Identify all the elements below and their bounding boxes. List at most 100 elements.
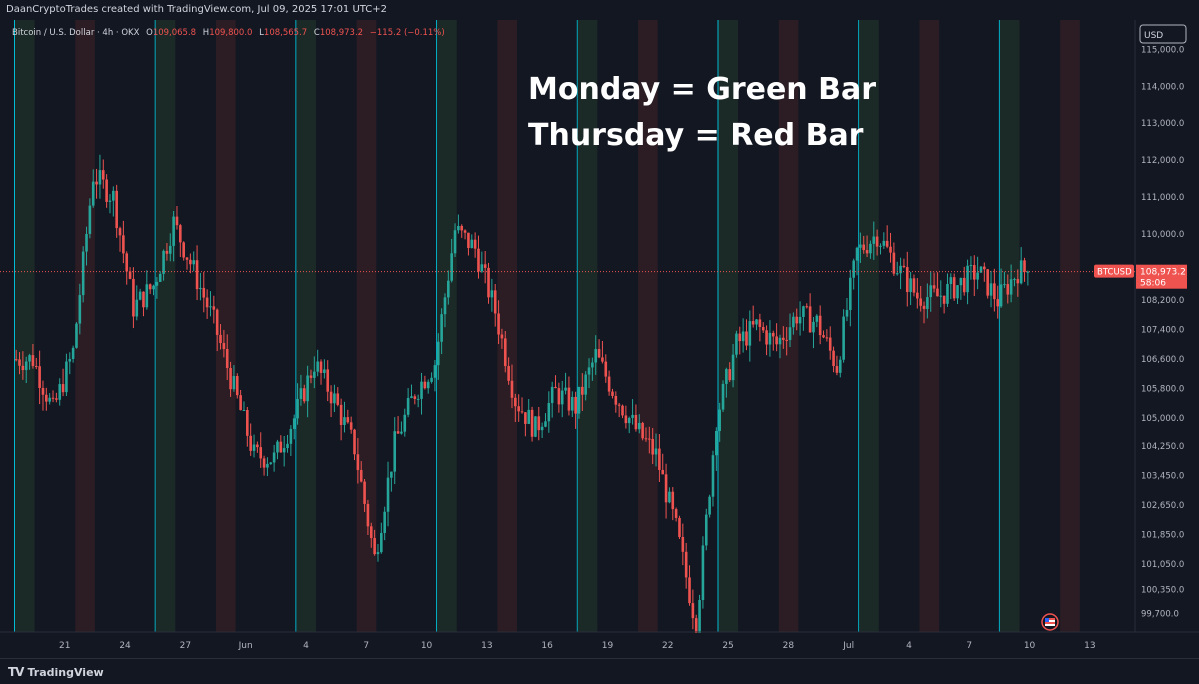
tradingview-logo[interactable]: TV TradingView [8, 665, 104, 679]
candle-down [875, 236, 879, 247]
candle-up [155, 281, 159, 286]
price-tick-label: 105,800.0 [1141, 385, 1184, 395]
candle-down [302, 388, 306, 402]
monday-band [296, 20, 316, 632]
candle-up [400, 431, 403, 434]
candle-up [949, 277, 953, 285]
candle-down [205, 297, 209, 308]
candle-down [493, 290, 497, 314]
legend-open: 109,065.8 [153, 28, 196, 38]
candle-down [661, 469, 665, 475]
candle-down [500, 334, 504, 339]
candle-down [225, 349, 229, 368]
candle-down [530, 409, 534, 437]
candle-up [172, 216, 175, 246]
candle-down [353, 429, 356, 455]
candle-up [768, 332, 772, 345]
candle-up [527, 409, 531, 424]
candle-down [256, 444, 259, 448]
time-tick-label: 28 [783, 641, 795, 651]
candle-down [249, 435, 252, 451]
price-chart[interactable]: Bitcoin / U.S. Dollar · 4h · OKX O109,06… [0, 20, 1199, 658]
candle-up [490, 290, 494, 298]
thursday-band [919, 20, 940, 632]
candle-up [966, 265, 969, 293]
candle-down [366, 503, 370, 527]
candle-up [859, 244, 862, 248]
candle-up [1013, 279, 1016, 281]
candle-down [235, 376, 239, 396]
candle-down [825, 337, 829, 339]
candle-up [406, 397, 410, 415]
monday-band [859, 20, 879, 632]
candle-up [654, 448, 658, 455]
candle-down [782, 337, 785, 340]
candle-down [611, 391, 614, 396]
candle-up [138, 291, 142, 300]
candle-down [61, 384, 65, 393]
candle-up [68, 358, 72, 362]
candle-up [323, 369, 326, 373]
price-tick-label: 105,000.0 [1141, 414, 1184, 424]
candle-up [78, 295, 82, 324]
candle-down [369, 526, 373, 539]
candle-up [65, 361, 68, 393]
candle-up [547, 403, 551, 422]
monday-band [15, 20, 35, 632]
candle-up [433, 365, 437, 378]
candle-down [885, 240, 889, 247]
time-tick-label: 22 [662, 641, 673, 651]
candle-up [872, 236, 876, 244]
candle-up [91, 181, 95, 206]
candle-down [219, 334, 222, 344]
legend-h-label: H [203, 28, 209, 38]
candle-down [222, 343, 226, 350]
currency-button[interactable] [1139, 24, 1187, 44]
candle-up [199, 287, 202, 290]
candle-down [537, 416, 541, 431]
currency-label: USD [1144, 31, 1163, 41]
candle-up [450, 253, 453, 281]
candle-up [895, 273, 899, 275]
candle-up [577, 386, 581, 414]
price-tick-label: 113,000.0 [1141, 119, 1184, 129]
candle-up [929, 285, 933, 298]
time-tick-label: Jun [238, 641, 253, 651]
candle-up [792, 316, 795, 328]
candle-up [778, 337, 782, 345]
candle-up [668, 491, 671, 503]
us-flag-event-icon[interactable] [1041, 613, 1059, 631]
candle-down [514, 397, 517, 407]
candle-up [85, 233, 88, 252]
legend-c-label: C [314, 28, 320, 38]
candle-down [651, 438, 654, 455]
candle-down [818, 315, 822, 336]
candle-up [416, 398, 420, 400]
candle-up [108, 200, 112, 202]
time-axis[interactable] [0, 633, 1135, 658]
candle-down [467, 232, 470, 249]
price-tick-label: 100,350.0 [1141, 586, 1184, 596]
candle-up [447, 280, 450, 298]
candle-down [604, 361, 608, 377]
candle-up [544, 421, 547, 427]
candle-up [276, 441, 279, 453]
candle-down [179, 225, 182, 243]
price-axis[interactable] [1135, 20, 1199, 632]
candle-down [497, 313, 500, 335]
candle-up [28, 355, 31, 362]
candle-up [403, 414, 407, 432]
candle-down [828, 337, 832, 351]
candle-up [286, 443, 289, 449]
candle-down [775, 336, 778, 345]
candle-up [879, 245, 882, 247]
chart-plot-area[interactable] [0, 20, 1135, 632]
candle-up [443, 297, 447, 315]
candle-up [815, 315, 819, 322]
time-tick-label: 21 [59, 641, 70, 651]
candle-down [862, 244, 866, 250]
candle-down [413, 396, 417, 399]
candle-up [242, 409, 246, 411]
candle-down [346, 417, 350, 423]
symbol-tag-label: BTCUSD [1097, 268, 1132, 278]
